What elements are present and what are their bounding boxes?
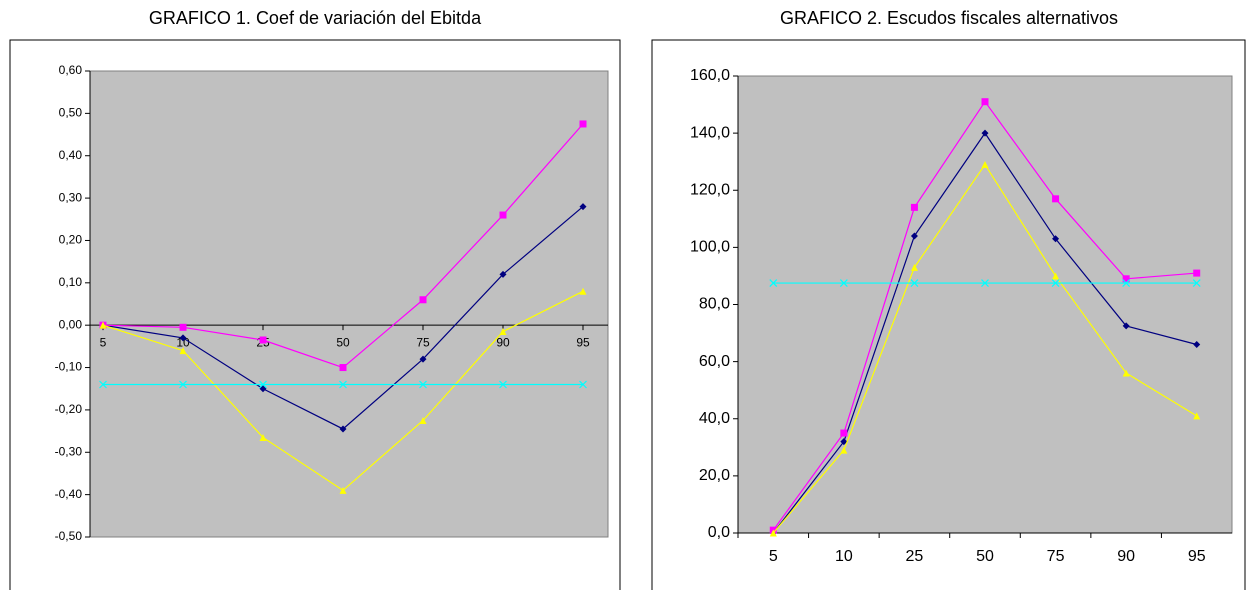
y-tick-label: -0,40	[55, 487, 83, 501]
x-tick-label: 75	[1047, 548, 1065, 565]
x-tick-label: 10	[835, 548, 853, 565]
x-tick-label: 10	[176, 335, 190, 349]
marker	[1052, 235, 1060, 243]
marker	[259, 336, 267, 344]
marker	[981, 98, 989, 106]
marker	[579, 380, 587, 389]
marker	[499, 380, 507, 389]
y-tick-label: 0,40	[59, 148, 83, 162]
marker	[1122, 279, 1131, 288]
x-tick-label: 50	[336, 335, 350, 349]
marker	[419, 417, 427, 424]
marker	[259, 433, 267, 441]
y-tick-label: 120,0	[690, 181, 730, 198]
marker	[339, 486, 347, 494]
plot-area	[737, 75, 1233, 534]
x-tick-label: 50	[976, 548, 994, 565]
y-tick-label: -0,10	[55, 360, 83, 374]
y-tick-label: 100,0	[690, 239, 730, 256]
x-tick-label: 5	[769, 548, 778, 565]
marker	[339, 380, 347, 389]
marker	[419, 296, 427, 304]
marker	[179, 380, 187, 389]
y-tick-label: 0,0	[708, 524, 730, 541]
marker	[499, 270, 507, 278]
y-tick-label: 140,0	[690, 124, 730, 141]
y-tick-label: 0,60	[59, 63, 83, 77]
marker	[840, 438, 848, 446]
x-tick-label: 95	[1188, 548, 1206, 565]
marker	[840, 446, 848, 454]
marker	[579, 287, 587, 295]
marker	[1193, 340, 1201, 348]
y-tick-label: -0,20	[55, 402, 83, 416]
marker	[99, 321, 107, 329]
marker	[1122, 322, 1130, 330]
marker	[1122, 369, 1130, 377]
marker	[259, 380, 267, 389]
x-tick-label: 90	[1117, 548, 1135, 565]
marker	[981, 161, 989, 169]
y-tick-label: 0,20	[59, 233, 83, 247]
y-tick-label: 0,00	[59, 317, 83, 331]
y-tick-label: 0,50	[59, 106, 83, 120]
marker	[99, 380, 107, 389]
marker	[769, 529, 777, 537]
marker	[910, 203, 918, 211]
marker	[839, 279, 848, 288]
y-tick-label: 40,0	[699, 410, 730, 427]
marker	[1052, 272, 1060, 280]
marker	[179, 347, 187, 355]
y-tick-label: 60,0	[699, 353, 730, 370]
y-tick-label: 0,30	[59, 190, 83, 204]
marker	[579, 203, 587, 211]
marker	[499, 328, 507, 336]
marker	[339, 364, 347, 372]
x-tick-label: 25	[906, 548, 924, 565]
x-tick-label: 75	[416, 335, 430, 349]
y-tick-label: 160,0	[690, 67, 730, 84]
marker	[1193, 412, 1201, 420]
x-tick-label: 90	[496, 335, 510, 349]
y-tick-label: 20,0	[699, 467, 730, 484]
plot-area	[89, 70, 609, 538]
marker	[981, 279, 989, 288]
marker	[1051, 279, 1060, 288]
marker	[840, 429, 848, 437]
chart-title: GRAFICO 2. Escudos fiscales alternativos	[780, 8, 1118, 28]
y-tick-label: -0,30	[55, 444, 83, 458]
marker	[419, 355, 427, 363]
marker	[419, 380, 427, 389]
y-tick-label: -0,50	[55, 529, 83, 543]
marker	[1193, 269, 1201, 277]
marker	[179, 323, 187, 331]
marker	[579, 120, 587, 128]
marker	[981, 129, 989, 137]
marker	[910, 279, 919, 288]
marker	[339, 425, 347, 433]
marker	[910, 263, 918, 271]
chart-title: GRAFICO 1. Coef de variación del Ebitda	[149, 8, 482, 28]
marker	[1192, 279, 1201, 288]
marker	[769, 279, 778, 288]
y-tick-label: 0,10	[59, 275, 83, 289]
marker	[910, 232, 918, 240]
y-tick-label: 80,0	[699, 296, 730, 313]
x-tick-label: 5	[100, 335, 107, 349]
x-tick-label: 95	[576, 335, 590, 349]
marker	[1052, 195, 1060, 203]
marker	[179, 334, 187, 342]
marker	[499, 211, 507, 219]
marker	[1122, 275, 1130, 283]
